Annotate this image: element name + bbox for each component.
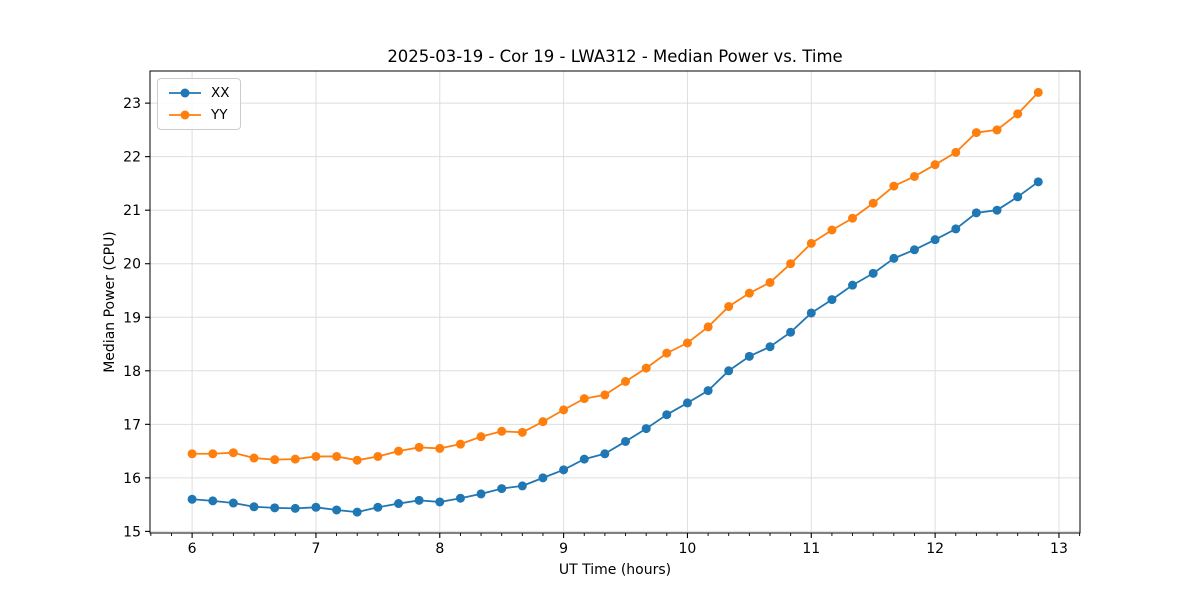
svg-text:10: 10 (679, 541, 697, 557)
svg-text:21: 21 (123, 203, 141, 219)
legend-item-yy: YY (167, 105, 230, 125)
svg-text:13: 13 (1050, 541, 1068, 557)
legend-swatch-xx-icon (169, 88, 201, 98)
chart-title: 2025-03-19 - Cor 19 - LWA312 - Median Po… (387, 47, 843, 66)
svg-text:12: 12 (926, 541, 944, 557)
legend: XX YY (157, 78, 241, 130)
svg-text:7: 7 (311, 541, 320, 557)
svg-text:6: 6 (188, 541, 197, 557)
svg-text:16: 16 (123, 471, 141, 487)
svg-text:23: 23 (123, 96, 141, 112)
svg-text:18: 18 (123, 364, 141, 380)
svg-text:11: 11 (802, 541, 820, 557)
legend-label-xx: XX (211, 85, 230, 101)
svg-text:8: 8 (435, 541, 444, 557)
x-axis-label: UT Time (hours) (558, 562, 672, 578)
svg-text:15: 15 (123, 524, 141, 540)
legend-item-xx: XX (167, 83, 230, 103)
svg-text:19: 19 (123, 310, 141, 326)
legend-swatch-yy-icon (169, 110, 201, 120)
svg-text:20: 20 (123, 257, 141, 273)
svg-text:22: 22 (123, 150, 141, 166)
y-axis-label: Median Power (CPU) (102, 231, 118, 373)
legend-label-yy: YY (211, 107, 228, 123)
svg-text:17: 17 (123, 417, 141, 433)
svg-text:9: 9 (559, 541, 568, 557)
